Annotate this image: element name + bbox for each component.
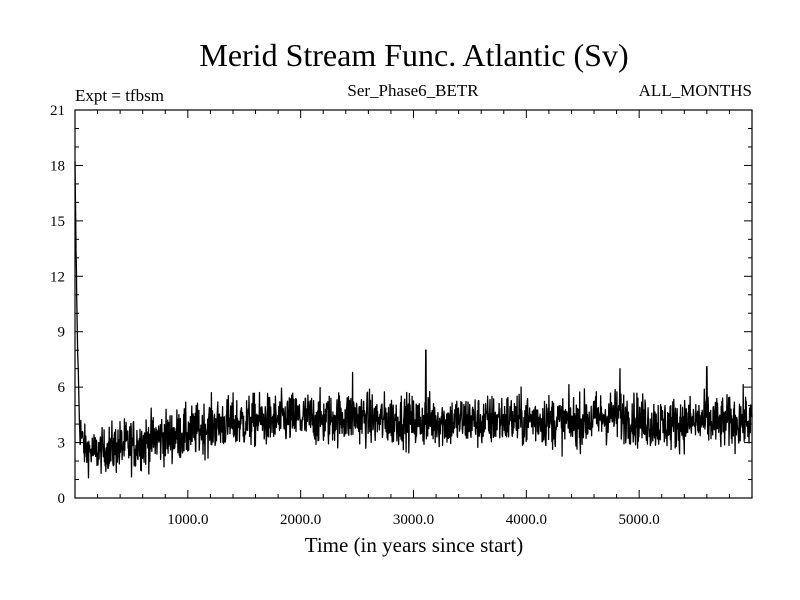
x-axis-label: Time (in years since start)	[305, 533, 524, 557]
x-tick-label: 4000.0	[506, 512, 547, 528]
y-tick-label: 9	[58, 325, 66, 341]
x-tick-label: 5000.0	[619, 512, 660, 528]
subtitle-right: ALL_MONTHS	[639, 81, 752, 100]
y-tick-label: 21	[50, 103, 65, 119]
subtitle-left: Expt = tfbsm	[75, 86, 164, 105]
x-tick-labels: 1000.0 2000.0 3000.0 4000.0 5000.0	[167, 512, 660, 528]
y-tick-label: 3	[58, 436, 66, 452]
y-tick-label: 15	[50, 214, 65, 230]
chart-title: Merid Stream Func. Atlantic (Sv)	[199, 37, 628, 73]
y-tick-label: 0	[58, 491, 66, 507]
series-line	[74, 161, 753, 479]
subtitle-center: Ser_Phase6_BETR	[347, 81, 479, 100]
x-tick-label: 3000.0	[393, 512, 434, 528]
y-tick-labels: 0 3 6 9 12 15 18 21	[50, 103, 66, 507]
x-tick-label: 2000.0	[280, 512, 321, 528]
y-tick-label: 12	[50, 269, 65, 285]
x-tick-label: 1000.0	[167, 512, 208, 528]
y-tick-label: 18	[50, 158, 65, 174]
y-tick-label: 6	[58, 380, 66, 396]
